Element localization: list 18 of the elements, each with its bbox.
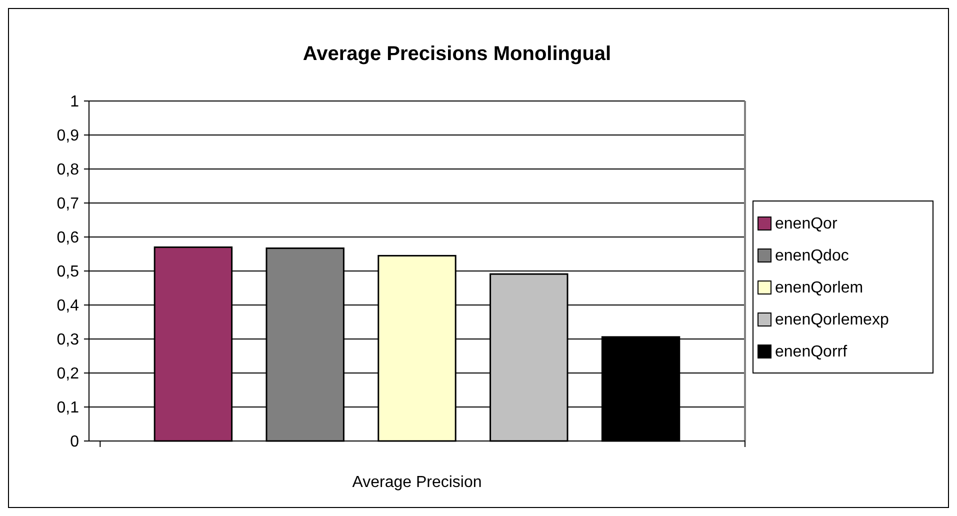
x-tick-label: Average Precision (352, 474, 482, 491)
y-tick-label: 0,9 (56, 128, 80, 145)
y-tick-label: 0,1 (56, 400, 80, 417)
legend-label: enenQorrf (775, 344, 848, 361)
y-tick-label: 0 (70, 434, 80, 451)
legend-label: enenQorlemexp (775, 312, 889, 329)
y-tick-label: 0,7 (56, 196, 80, 213)
legend-label: enenQor (775, 216, 838, 233)
y-tick-label: 0,4 (56, 298, 80, 315)
y-tick-label: 0,5 (56, 264, 80, 281)
y-tick-label: 1 (70, 94, 80, 111)
y-tick-label: 0,2 (56, 366, 80, 383)
legend-label: enenQdoc (775, 248, 849, 265)
y-tick-label: 0,6 (56, 230, 80, 247)
y-tick-label: 0,8 (56, 162, 80, 179)
y-tick-label: 0,3 (56, 332, 80, 349)
legend-label: enenQorlem (775, 280, 864, 297)
chart-title: Average Precisions Monolingual (302, 43, 612, 65)
